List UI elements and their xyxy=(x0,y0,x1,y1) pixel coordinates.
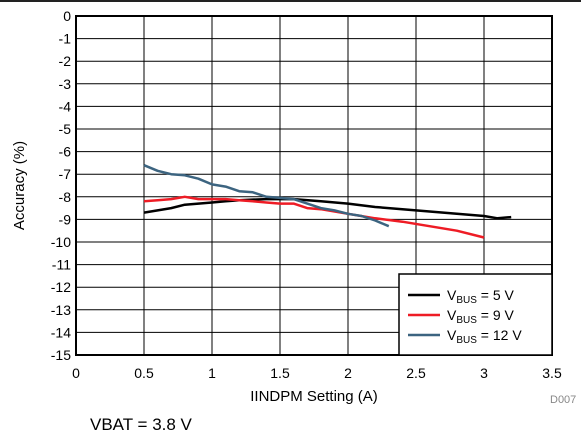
y-tick-label: 0 xyxy=(63,8,71,24)
y-tick-label: -15 xyxy=(51,347,71,363)
x-tick-label: 3.5 xyxy=(542,365,562,381)
x-tick-label: 0.5 xyxy=(134,365,154,381)
series-line-2 xyxy=(143,195,485,239)
caption: VBAT = 3.8 V xyxy=(90,415,192,434)
y-tick-label: -1 xyxy=(59,31,72,47)
x-tick-label: 1.5 xyxy=(270,365,290,381)
top-rule xyxy=(0,0,581,2)
y-tick-label: -5 xyxy=(59,121,72,137)
y-tick-label: -9 xyxy=(59,211,72,227)
x-tick-label: 1 xyxy=(208,365,216,381)
y-tick-label: -7 xyxy=(59,166,72,182)
grid xyxy=(75,15,553,356)
y-tick-label: -8 xyxy=(59,189,72,205)
y-tick-label: -10 xyxy=(51,234,71,250)
plot-frame xyxy=(75,15,553,356)
x-tick-label: 2 xyxy=(344,365,352,381)
y-tick-label: -12 xyxy=(51,279,71,295)
x-tick-labels: 0 0.5 1 1.5 2 2.5 3 3.5 xyxy=(72,365,562,381)
y-tick-label: -2 xyxy=(59,53,72,69)
y-tick-label: -6 xyxy=(59,144,72,160)
x-axis-label: IINDPM Setting (A) xyxy=(250,388,378,405)
x-tick-label: 0 xyxy=(72,365,80,381)
series-line-3 xyxy=(143,164,390,228)
y-tick-label: -13 xyxy=(51,302,71,318)
y-tick-label: -11 xyxy=(52,257,71,273)
series-layer xyxy=(143,164,512,239)
x-tick-label: 3 xyxy=(480,365,488,381)
figure-id: D007 xyxy=(550,394,577,406)
x-tick-label: 2.5 xyxy=(406,365,426,381)
y-tick-label: -14 xyxy=(51,324,71,340)
y-axis-label: Accuracy (%) xyxy=(11,141,28,230)
y-tick-label: -3 xyxy=(59,76,72,92)
y-tick-labels: 0 -1 -2 -3 -4 -5 -6 -7 -8 -9 -10 -11 -12 -13 -14 -15 xyxy=(51,8,71,363)
y-tick-label: -4 xyxy=(59,98,72,114)
